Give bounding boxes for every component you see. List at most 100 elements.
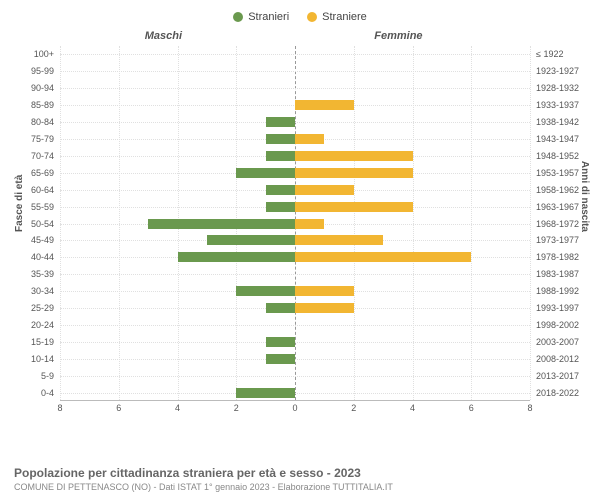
chart-container: Stranieri Straniere Fasce di età Anni di… [0,0,600,500]
x-tick-label: 2 [351,400,356,413]
y-tick-age: 70-74 [31,151,60,161]
y-tick-birth: 1948-1952 [530,151,579,161]
bar-female [295,134,324,144]
y-tick-birth: 1943-1947 [530,134,579,144]
bar-row [60,81,530,95]
bar-male [266,303,295,313]
bar-female [295,219,324,229]
bar-female [295,286,354,296]
bar-male [266,134,295,144]
y-tick-age: 100+ [34,49,60,59]
y-tick-birth: 1973-1977 [530,235,579,245]
y-tick-birth: 1983-1987 [530,269,579,279]
y-tick-birth: ≤ 1922 [530,49,563,59]
legend: Stranieri Straniere [0,0,600,26]
legend-label-straniere: Straniere [322,11,367,23]
y-tick-birth: 1923-1927 [530,66,579,76]
bar-male [266,354,295,364]
y-tick-birth: 1998-2002 [530,320,579,330]
y-tick-birth: 2018-2022 [530,388,579,398]
y-tick-birth: 1953-1957 [530,168,579,178]
bar-female [295,303,354,313]
legend-label-stranieri: Stranieri [248,11,289,23]
bar-row [60,250,530,264]
x-tick-label: 2 [234,400,239,413]
legend-dot-stranieri [233,12,243,22]
bar-male [207,235,295,245]
bar-female [295,151,413,161]
footer-subtitle: COMUNE DI PETTENASCO (NO) - Dati ISTAT 1… [14,482,586,492]
bar-row [60,217,530,231]
y-tick-age: 85-89 [31,100,60,110]
y-tick-age: 10-14 [31,354,60,364]
y-tick-birth: 2008-2012 [530,354,579,364]
bar-female [295,252,471,262]
chart-area: Maschi Femmine 022446688100+≤ 192295-991… [60,32,530,432]
x-tick-label: 6 [469,400,474,413]
y-tick-age: 35-39 [31,269,60,279]
y-tick-age: 75-79 [31,134,60,144]
y-tick-age: 60-64 [31,185,60,195]
bar-row [60,233,530,247]
bar-row [60,98,530,112]
y-tick-age: 45-49 [31,235,60,245]
y-tick-birth: 1978-1982 [530,252,579,262]
bar-row [60,267,530,281]
y-tick-age: 20-24 [31,320,60,330]
footer-title: Popolazione per cittadinanza straniera p… [14,466,586,480]
bar-row [60,318,530,332]
x-tick-label: 4 [175,400,180,413]
bar-male [266,337,295,347]
bar-female [295,100,354,110]
bar-row [60,386,530,400]
y-tick-birth: 2003-2007 [530,337,579,347]
bar-row [60,301,530,315]
bar-male [266,151,295,161]
bar-row [60,149,530,163]
y-tick-birth: 1963-1967 [530,202,579,212]
bar-male [236,168,295,178]
bar-male [266,117,295,127]
bar-male [178,252,296,262]
legend-dot-straniere [307,12,317,22]
bar-female [295,202,413,212]
bar-row [60,47,530,61]
bar-male [266,202,295,212]
y-tick-birth: 1993-1997 [530,303,579,313]
y-tick-birth: 1928-1932 [530,83,579,93]
bar-row [60,335,530,349]
x-tick-label: 8 [57,400,62,413]
x-tick-label: 4 [410,400,415,413]
x-tick-label: 6 [116,400,121,413]
y-tick-birth: 1968-1972 [530,219,579,229]
y-tick-birth: 1988-1992 [530,286,579,296]
bar-row [60,183,530,197]
bar-male [236,388,295,398]
y-tick-birth: 1938-1942 [530,117,579,127]
y-tick-birth: 1933-1937 [530,100,579,110]
bar-male [236,286,295,296]
chart-footer: Popolazione per cittadinanza straniera p… [14,466,586,492]
y-tick-age: 90-94 [31,83,60,93]
y-tick-age: 25-29 [31,303,60,313]
y-tick-age: 0-4 [41,388,60,398]
bar-row [60,64,530,78]
y-tick-birth: 2013-2017 [530,371,579,381]
y-tick-age: 5-9 [41,371,60,381]
bar-female [295,168,413,178]
bar-row [60,115,530,129]
y-tick-birth: 1958-1962 [530,185,579,195]
bar-row [60,200,530,214]
y-tick-age: 65-69 [31,168,60,178]
y-tick-age: 55-59 [31,202,60,212]
y-tick-age: 30-34 [31,286,60,296]
legend-item-stranieri: Stranieri [233,11,289,23]
y-tick-age: 50-54 [31,219,60,229]
plot-area: 022446688100+≤ 192295-991923-192790-9419… [60,46,530,401]
x-tick-label: 0 [292,400,297,413]
y-tick-age: 80-84 [31,117,60,127]
bar-row [60,369,530,383]
legend-item-straniere: Straniere [307,11,367,23]
bar-male [266,185,295,195]
bar-male [148,219,295,229]
